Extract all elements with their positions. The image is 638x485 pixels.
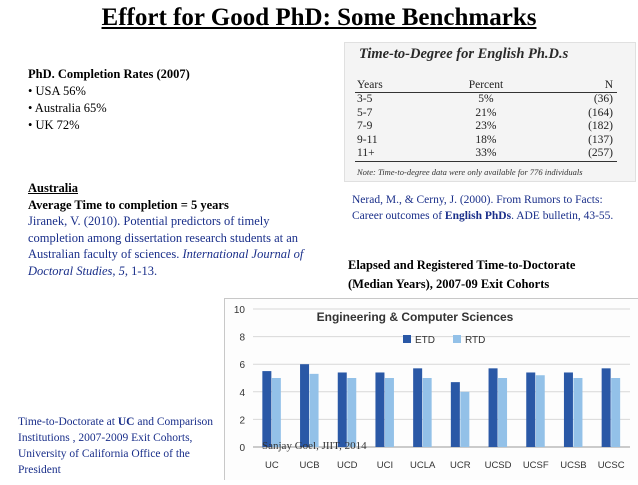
ttd-header-row: Years Percent N	[355, 79, 617, 93]
ttd-cell: 18%	[475, 133, 497, 146]
ttd-table: Years Percent N 3-5 5% (36) 5-7 21% (164…	[355, 79, 617, 162]
x-tick-label: UCB	[300, 460, 320, 471]
bar-etd	[450, 382, 460, 447]
legend-swatch-rtd	[453, 335, 461, 343]
table-row: 3-5 5% (36)	[355, 93, 617, 107]
ttd-col-years: Years	[355, 79, 436, 93]
completion-item-usa: • USA 56%	[28, 84, 86, 98]
completion-item-uk: • UK 72%	[28, 118, 80, 132]
uc-note-text-end: and Comparison Institutions , 2007-2009 …	[18, 416, 214, 476]
bar-rtd	[460, 391, 470, 447]
uc-note-text: Time-to-Doctorate at	[18, 416, 118, 428]
bar-rtd	[498, 378, 508, 447]
ttd-cell: 9-11	[357, 133, 378, 146]
footer-credit: Sanjay Goel, JIIT, 2014	[262, 440, 367, 452]
legend-label-rtd: RTD	[465, 335, 485, 346]
nerad-text-end: . ADE bulletin, 43-55.	[511, 210, 614, 222]
ttd-cell: 33%	[435, 147, 539, 162]
bar-etd	[601, 368, 611, 447]
chart-title: Engineering & Computer Sciences	[317, 310, 514, 324]
bar-etd	[337, 372, 347, 447]
bar-rtd	[422, 378, 432, 447]
table-row: 5-7 21% (164)	[355, 107, 617, 121]
ttd-table-title: Time-to-Degree for English Ph.D.s	[359, 46, 569, 62]
x-tick-label: UCSB	[560, 460, 586, 471]
bar-etd	[413, 368, 423, 447]
legend-swatch-etd	[403, 335, 411, 343]
jiranek-sep: ,	[112, 263, 119, 278]
bar-etd	[488, 368, 498, 447]
elapsed-line-1: Elapsed and Registered Time-to-Doctorate	[348, 258, 576, 272]
ttd-cell: (36)	[593, 93, 613, 105]
australia-block: Australia Average Time to completion = 5…	[28, 180, 328, 279]
ttd-col-n: N	[538, 79, 617, 93]
x-tick-label: UCSD	[485, 460, 512, 471]
bar-etd	[262, 371, 272, 447]
australia-average: Average Time to completion = 5 years	[28, 197, 229, 212]
ttd-cell: 23%	[475, 120, 497, 132]
nerad-text: Nerad, M., & Cerny, J. (2000). From Rumo…	[352, 194, 603, 222]
ttd-cell: 5%	[478, 93, 494, 105]
nerad-bold: English PhDs	[444, 210, 512, 222]
nerad-citation: Nerad, M., & Cerny, J. (2000). From Rumo…	[352, 192, 632, 224]
uc-source-note: Time-to-Doctorate at UC and Comparison I…	[18, 414, 223, 478]
elapsed-line-2: (Median Years), 2007-09 Exit Cohorts	[348, 277, 550, 291]
ttd-cell: 7-9	[357, 120, 373, 132]
bar-rtd	[573, 378, 583, 447]
time-to-degree-table-image: Time-to-Degree for English Ph.D.s Years …	[344, 42, 636, 182]
uc-note-bold: UC	[117, 416, 135, 428]
x-tick-label: UCD	[337, 460, 358, 471]
table-row: 11+ 33% (257)	[355, 147, 617, 162]
ttd-cell: 5-7	[357, 106, 373, 119]
jiranek-text: Jiranek, V. (2010). Potential predictors…	[28, 214, 299, 261]
table-row: 9-11 18% (137)	[355, 134, 617, 148]
x-tick-label: UCLA	[410, 460, 436, 471]
ttd-cell: (257)	[538, 147, 617, 162]
ttd-col-percent: Percent	[435, 79, 539, 93]
x-tick-label: UCI	[377, 460, 393, 471]
completion-item-australia: • Australia 65%	[28, 101, 107, 115]
ttd-cell: 3-5	[357, 93, 373, 105]
jiranek-volume: 5	[118, 263, 125, 278]
jiranek-pages: , 1-13.	[124, 263, 158, 278]
jiranek-citation: Jiranek, V. (2010). Potential predictors…	[28, 213, 328, 279]
y-tick-label: 4	[239, 388, 245, 399]
ttd-cell: (137)	[588, 133, 613, 146]
engineering-chart: 0 2 4 6 8 10 Engineering & Computer Sciences ET…	[224, 298, 638, 480]
ttd-cell: (164)	[588, 106, 613, 119]
ttd-table-note: Note: Time-to-degree data were only avai…	[357, 167, 583, 177]
ttd-cell: 11+	[355, 147, 436, 162]
bar-rtd	[309, 373, 319, 447]
bar-etd	[300, 364, 310, 447]
bar-rtd	[271, 378, 281, 447]
bar-rtd	[535, 375, 545, 447]
slide-title-text: Effort for Good PhD: Some Benchmarks	[101, 4, 537, 31]
bar-rtd	[611, 378, 621, 447]
elapsed-heading: Elapsed and Registered Time-to-Doctorate…	[348, 256, 633, 294]
y-tick-label: 2	[239, 415, 245, 426]
bar-etd	[375, 372, 385, 447]
completion-rates-block: PhD. Completion Rates (2007) • USA 56% •…	[28, 66, 258, 134]
x-tick-label: UC	[265, 460, 279, 471]
bar-etd	[563, 372, 573, 447]
completion-heading: PhD. Completion Rates (2007)	[28, 67, 190, 81]
y-tick-label: 8	[239, 333, 245, 344]
bar-etd	[526, 372, 536, 447]
ttd-cell: 21%	[475, 106, 497, 119]
australia-heading: Australia	[28, 181, 78, 195]
x-tick-label: UCR	[450, 460, 471, 471]
y-tick-label: 0	[239, 443, 245, 454]
bar-rtd	[384, 378, 394, 447]
jiranek-journal: International Journal of Doctoral Studie…	[28, 247, 304, 278]
ttd-cell: (182)	[588, 120, 613, 132]
legend-label-etd: ETD	[415, 335, 435, 346]
chart-svg: 0 2 4 6 8 10 Engineering & Computer Sciences ET…	[234, 305, 630, 471]
y-tick-label: 10	[234, 305, 246, 316]
x-tick-label: UCSC	[598, 460, 625, 471]
y-tick-label: 6	[239, 360, 245, 371]
table-row: 7-9 23% (182)	[355, 120, 617, 134]
x-tick-label: UCSF	[523, 460, 549, 471]
bar-rtd	[347, 378, 357, 447]
slide-title: Effort for Good PhD: Some Benchmarks	[0, 4, 638, 32]
